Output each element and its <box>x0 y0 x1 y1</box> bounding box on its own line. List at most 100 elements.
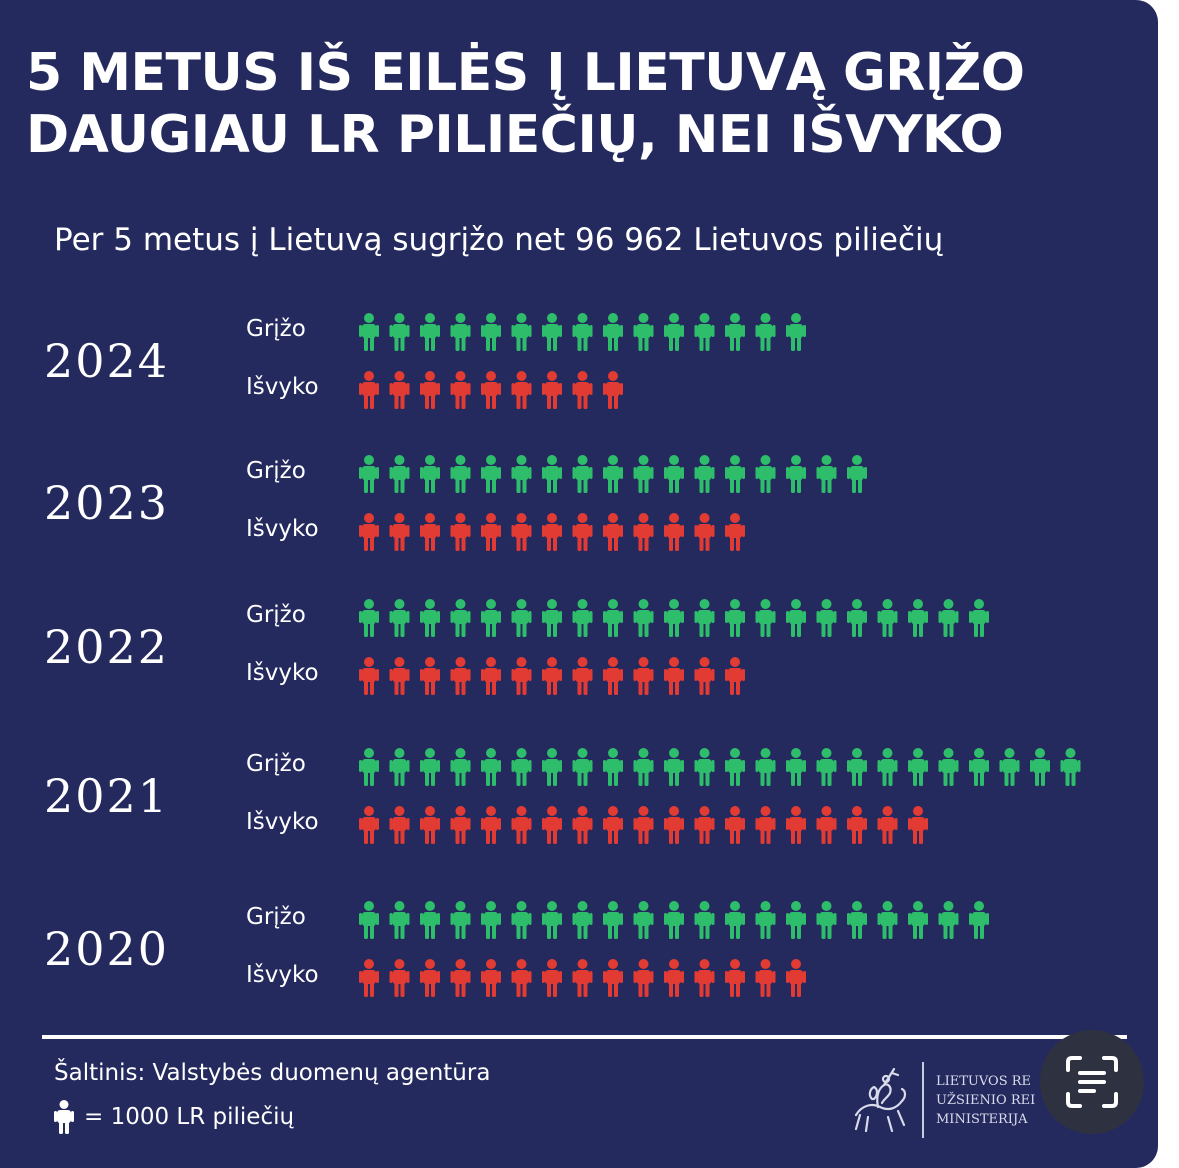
person-icon-left <box>481 657 501 695</box>
person-icon-returned <box>420 748 440 786</box>
person-icon-left <box>755 959 776 997</box>
title-line-2: DAUGIAU LR PILIEČIŲ, NEI IŠVYKO <box>26 105 1004 165</box>
person-icon-returned <box>786 748 806 786</box>
person-icon-returned <box>847 455 867 493</box>
returned-icons-row <box>359 455 867 493</box>
person-icon-left <box>542 657 562 695</box>
person-icon-returned <box>725 313 745 351</box>
returned-icons-row <box>359 599 989 637</box>
row-label-returned: Grįžo <box>246 602 306 628</box>
person-icon-returned <box>725 455 745 493</box>
returned-icons-row <box>359 901 989 939</box>
person-icon-returned <box>481 901 501 939</box>
person-icon-returned <box>542 901 562 939</box>
person-icon-returned <box>1030 748 1050 786</box>
left-icons-row <box>359 959 806 997</box>
person-icon-returned <box>633 599 654 637</box>
person-icon-returned <box>450 313 471 351</box>
person-icon-left <box>572 513 593 551</box>
person-icon-returned <box>359 313 379 351</box>
ministry-line-1: LIETUVOS RE <box>936 1073 1032 1089</box>
person-icon-returned <box>481 455 501 493</box>
person-icon-returned <box>755 313 776 351</box>
person-icon-returned <box>572 455 593 493</box>
subtitle: Per 5 metus į Lietuvą sugrįžo net 96 962… <box>54 222 944 258</box>
person-icon-returned <box>389 901 410 939</box>
year-label: 2021 <box>44 769 170 823</box>
person-icon-left <box>511 513 532 551</box>
legend-text: = 1000 LR piliečių <box>84 1104 295 1130</box>
ministry-logo: LIETUVOS RE UŽSIENIO REI MINISTERIJA <box>848 1062 1035 1138</box>
person-icon-left <box>542 959 562 997</box>
title-line-1: 5 METUS IŠ EILĖS Į LIETUVĄ GRĮŽO <box>26 43 1025 103</box>
person-icon-left <box>389 657 410 695</box>
person-icon-left <box>694 657 715 695</box>
person-icon-left <box>511 657 532 695</box>
person-icon-returned <box>420 599 440 637</box>
person-icon-returned <box>542 599 562 637</box>
person-icon-left <box>450 657 471 695</box>
person-icon-returned <box>694 599 715 637</box>
person-icon-returned <box>572 901 593 939</box>
page-title: 5 METUS IŠ EILĖS Į LIETUVĄ GRĮŽO DAUGIAU… <box>26 42 1136 166</box>
person-icon-returned <box>816 901 837 939</box>
person-icon-returned <box>664 599 684 637</box>
person-icon-returned <box>877 901 898 939</box>
person-icon-left <box>450 513 471 551</box>
person-icon-left <box>420 513 440 551</box>
person-icon-returned <box>755 599 776 637</box>
returned-icons-row <box>359 313 806 351</box>
person-icon-returned <box>664 901 684 939</box>
person-icon-returned <box>694 313 715 351</box>
person-icon-returned <box>481 599 501 637</box>
person-icon-returned <box>511 313 532 351</box>
person-icon-left <box>420 959 440 997</box>
person-icon-returned <box>877 599 898 637</box>
person-icon-left <box>725 806 745 844</box>
person-icon-returned <box>938 901 959 939</box>
person-icon-returned <box>969 901 989 939</box>
person-icon-left <box>694 959 715 997</box>
person-icon-left <box>664 959 684 997</box>
person-icon-left <box>450 806 471 844</box>
person-icon-left <box>816 806 837 844</box>
person-icon-left <box>511 959 532 997</box>
person-icon-returned <box>847 901 867 939</box>
person-icon-returned <box>786 599 806 637</box>
ministry-name: LIETUVOS RE UŽSIENIO REI MINISTERIJA <box>936 1072 1035 1129</box>
person-icon-returned <box>664 748 684 786</box>
left-icons-row <box>359 806 928 844</box>
person-icon-returned <box>816 455 837 493</box>
person-icon-left <box>603 513 623 551</box>
person-icon-left <box>359 657 379 695</box>
person-icon-returned <box>511 748 532 786</box>
person-icon-returned <box>755 748 776 786</box>
year-label: 2023 <box>44 476 170 530</box>
person-icon-left <box>725 657 745 695</box>
person-icon-returned <box>633 455 654 493</box>
person-icon-left <box>389 806 410 844</box>
person-icon-left <box>633 806 654 844</box>
person-icon-left <box>755 806 776 844</box>
person-icon-returned <box>725 901 745 939</box>
person-icon-left <box>389 513 410 551</box>
person-icon-returned <box>694 748 715 786</box>
person-icon-left <box>389 959 410 997</box>
person-icon-returned <box>755 901 776 939</box>
row-label-returned: Grįžo <box>246 458 306 484</box>
left-icons-row <box>359 371 623 409</box>
person-icon-returned <box>450 455 471 493</box>
vytis-emblem-icon <box>854 1067 907 1133</box>
person-icon-left <box>542 513 562 551</box>
person-icon-returned <box>786 455 806 493</box>
person-icon-left <box>359 371 379 409</box>
person-icon-returned <box>633 313 654 351</box>
person-icon-left <box>420 657 440 695</box>
person-icon-returned <box>389 748 410 786</box>
person-icon-returned <box>450 748 471 786</box>
person-icon-returned <box>603 599 623 637</box>
person-icon-returned <box>542 313 562 351</box>
row-label-left: Išvyko <box>246 374 319 400</box>
person-icon-returned <box>633 901 654 939</box>
scan-text-button[interactable] <box>1040 1030 1144 1134</box>
